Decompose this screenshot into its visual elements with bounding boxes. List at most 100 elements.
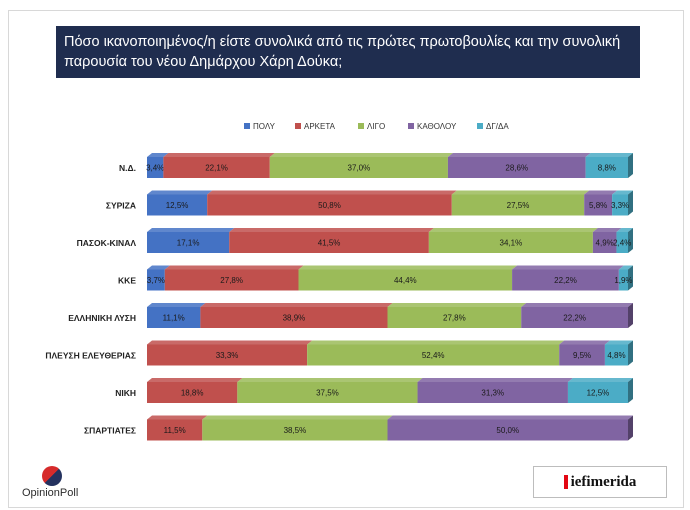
data-label: 27,8% — [443, 314, 466, 323]
legend-label-2: ΑΡΚΕΤΑ — [304, 122, 336, 131]
bar-segment — [237, 382, 418, 403]
bar-top — [618, 265, 633, 270]
bar-segment — [207, 194, 452, 216]
bar-top — [298, 265, 518, 270]
data-label: 18,8% — [181, 389, 204, 398]
legend-swatch-1 — [244, 123, 250, 129]
bar-segment — [147, 382, 238, 403]
bar-segment — [147, 194, 208, 216]
bar-segment — [417, 382, 568, 403]
bar-segment — [618, 269, 628, 291]
bar-segment — [298, 269, 513, 291]
bar-top — [417, 378, 573, 382]
bar-top — [147, 153, 169, 157]
iefimerida-logo: iefimerida — [533, 466, 667, 498]
bar-top — [451, 190, 590, 195]
data-label: 50,8% — [318, 201, 341, 210]
data-label: 17,1% — [177, 239, 200, 248]
data-label: 44,4% — [394, 276, 417, 285]
data-label: 3,4% — [146, 164, 164, 173]
data-label: 12,5% — [587, 389, 610, 398]
bar-segment — [269, 157, 448, 178]
legend-label-5: ΔΓ/ΔΑ — [486, 122, 509, 131]
legend-swatch-5 — [477, 123, 483, 129]
data-label: 2,4% — [613, 239, 631, 248]
bar-top — [147, 265, 170, 270]
bar-side — [628, 303, 633, 328]
bar-top — [512, 265, 624, 270]
data-label: 22,1% — [205, 164, 228, 173]
data-label: 8,8% — [598, 164, 616, 173]
legend-label-3: ΛΙΓΟ — [367, 122, 385, 131]
bar-segment — [307, 344, 560, 366]
bar-segment — [612, 194, 628, 216]
bar-segment — [387, 307, 522, 328]
data-label: 11,1% — [163, 314, 185, 323]
bar-top — [147, 340, 313, 345]
bar-segment — [147, 232, 230, 253]
data-label: 50,0% — [496, 426, 519, 435]
data-label: 38,5% — [284, 426, 307, 435]
data-label: 11,5% — [164, 426, 186, 435]
bar-top — [616, 228, 633, 232]
bar-segment — [163, 157, 270, 178]
iefimerida-logo-icon — [563, 475, 568, 489]
bar-top — [307, 340, 565, 345]
data-label: 9,5% — [573, 351, 591, 360]
data-label: 22,2% — [554, 276, 577, 285]
bar-top — [207, 190, 457, 195]
legend-label-1: ΠΟΛΥ — [253, 122, 276, 131]
bar-segment — [147, 307, 201, 328]
category-label: ΚΚΕ — [118, 276, 136, 286]
bar-segment — [164, 269, 299, 291]
bar-top — [200, 303, 393, 307]
opinionpoll-logo-text: OpinionPoll — [22, 487, 79, 499]
bar-top — [585, 153, 633, 157]
bar-top — [229, 228, 434, 232]
iefimerida-logo-text: iefimerida — [570, 473, 637, 490]
bar-side — [628, 190, 633, 216]
bar-top — [269, 153, 453, 157]
bar-top — [559, 340, 610, 345]
bar-segment — [229, 232, 429, 253]
data-label: 5,8% — [589, 201, 607, 210]
bar-segment — [604, 344, 628, 366]
bar-top — [163, 153, 275, 157]
bar-side — [628, 265, 633, 291]
bar-segment — [512, 269, 619, 291]
opinionpoll-logo-icon — [42, 466, 62, 486]
bar-segment — [592, 232, 617, 253]
bar-segment — [428, 232, 593, 253]
bar-top — [584, 190, 618, 195]
bar-top — [567, 378, 633, 382]
bar-side — [628, 153, 633, 178]
bar-segment — [451, 194, 585, 216]
bar-segment — [447, 157, 586, 178]
bar-segment — [200, 307, 388, 328]
legend-swatch-3 — [358, 123, 364, 129]
category-label: ΕΛΛΗΝΙΚΗ ΛΥΣΗ — [68, 313, 136, 323]
legend-swatch-2 — [295, 123, 301, 129]
opinionpoll-logo: OpinionPoll — [20, 466, 110, 506]
bar-top — [428, 228, 598, 232]
bar-segment — [585, 157, 628, 178]
bar-top — [447, 153, 591, 157]
data-label: 37,5% — [316, 389, 339, 398]
bar-side — [628, 340, 633, 366]
data-label: 22,2% — [563, 314, 586, 323]
bar-top — [147, 415, 208, 420]
bar-top — [147, 378, 243, 382]
data-label: 31,3% — [481, 389, 504, 398]
data-label: 34,1% — [500, 239, 523, 248]
bar-top — [521, 303, 633, 307]
data-label: 4,9% — [596, 239, 614, 248]
data-label: 1,9% — [614, 276, 632, 285]
bar-top — [147, 190, 213, 195]
bar-segment — [521, 307, 628, 328]
bar-segment — [147, 157, 164, 178]
bar-side — [628, 415, 633, 441]
bar-segment — [147, 419, 203, 441]
category-label: ΣΥΡΙΖΑ — [106, 201, 136, 211]
chart-title: Πόσο ικανοποιημένος/η είστε συνολικά από… — [56, 26, 640, 78]
category-label: ΠΛΕΥΣΗ ΕΛΕΥΘΕΡΙΑΣ — [45, 351, 136, 361]
